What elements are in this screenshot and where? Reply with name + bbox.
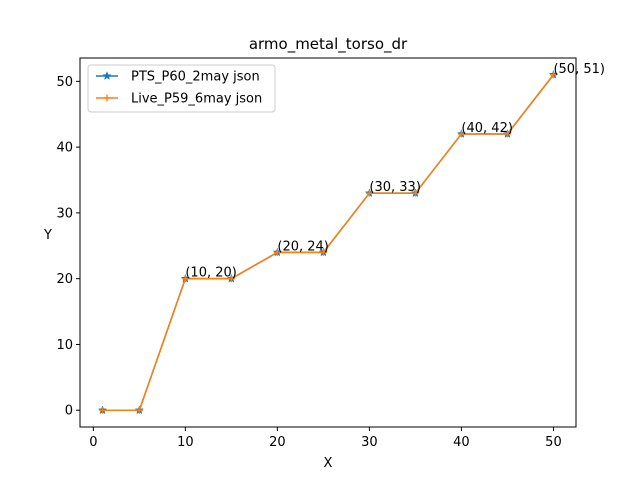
legend-label-1: PTS_P60_2may json [131,70,260,85]
data-point-series-2 [457,130,465,138]
data-label: (50, 51) [553,62,605,77]
y-tick-label: 0 [65,404,73,419]
legend-marker-1 [102,71,112,80]
x-tick-label: 20 [269,435,286,450]
x-tick-label: 10 [177,435,194,450]
chart-title: armo_metal_torso_dr [249,35,408,54]
x-tick-label: 30 [361,435,378,450]
legend-frame [87,64,276,113]
y-tick-label: 30 [56,206,73,221]
data-point-series-2 [503,130,511,138]
y-axis-label: Y [43,228,52,243]
data-point-series-2 [273,248,281,256]
y-tick-label: 50 [56,75,73,90]
data-label: (40, 42) [461,121,512,136]
x-tick-label: 40 [453,435,470,450]
data-point-series-2 [319,248,327,256]
data-label: (10, 20) [185,266,237,281]
y-tick-label: 20 [56,272,73,287]
legend-label-2: Live_P59_6may json [131,92,262,107]
x-tick-label: 0 [89,435,97,450]
data-point-series-2 [181,275,189,283]
data-point-series-2 [411,189,419,197]
x-tick-label: 50 [545,435,562,450]
legend-marker-2 [103,94,111,102]
data-label: (20, 24) [277,239,329,254]
y-tick-label: 40 [56,141,73,156]
data-point-series-2 [135,406,143,414]
point-annotations: (10, 20) (20, 24) (30, 33) (40, 42) (50, 51) [185,62,605,281]
x-axis: 0 10 20 30 40 50 [89,427,562,450]
y-tick-label: 10 [56,338,73,353]
x-axis-label: X [324,456,333,471]
legend: PTS_P60_2may json Live_P59_6may json [87,64,276,113]
data-point-series-2 [227,275,235,283]
plot-area [97,69,559,415]
data-point-series-2 [99,406,107,414]
data-point-series-2 [549,71,557,79]
data-label: (30, 33) [369,180,421,195]
data-point-series-2 [365,189,373,197]
plot-frame [79,57,577,428]
y-axis: 0 10 20 30 40 50 [56,75,80,419]
